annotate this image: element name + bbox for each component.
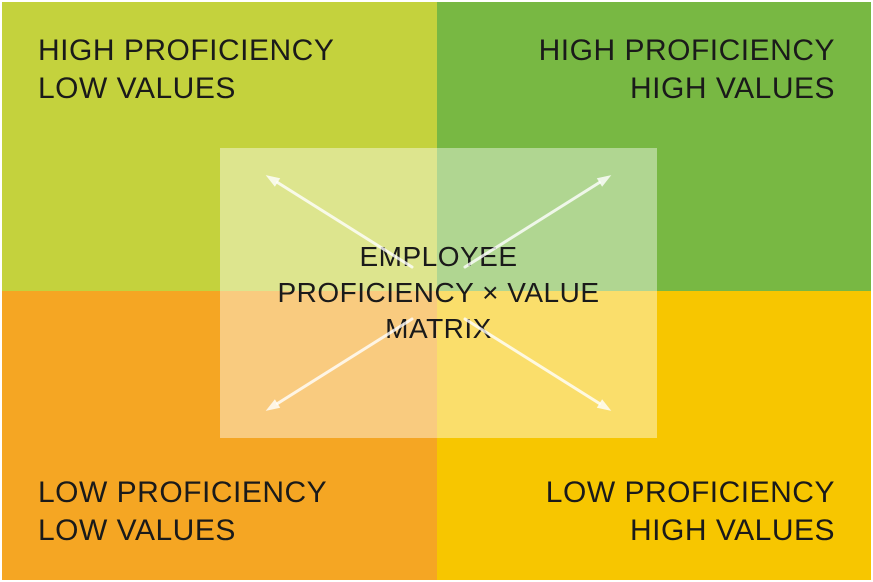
quadrant-line1: LOW PROFICIENCY [38, 474, 401, 512]
quadrant-line2: HIGH VALUES [473, 70, 836, 108]
quadrant-line1: HIGH PROFICIENCY [473, 32, 836, 70]
proficiency-value-matrix: HIGH PROFICIENCY LOW VALUES HIGH PROFICI… [0, 0, 873, 582]
center-line1: EMPLOYEE [359, 241, 517, 272]
quadrant-line1: LOW PROFICIENCY [473, 474, 836, 512]
quadrant-line1: HIGH PROFICIENCY [38, 32, 401, 70]
quadrant-line2: LOW VALUES [38, 70, 401, 108]
center-line3: MATRIX [385, 313, 492, 344]
center-title: EMPLOYEE PROFICIENCY × VALUE MATRIX [278, 239, 600, 347]
quadrant-line2: LOW VALUES [38, 512, 401, 550]
center-overlay: EMPLOYEE PROFICIENCY × VALUE MATRIX [220, 148, 657, 438]
quadrant-line2: HIGH VALUES [473, 512, 836, 550]
center-line2: PROFICIENCY × VALUE [278, 277, 600, 308]
